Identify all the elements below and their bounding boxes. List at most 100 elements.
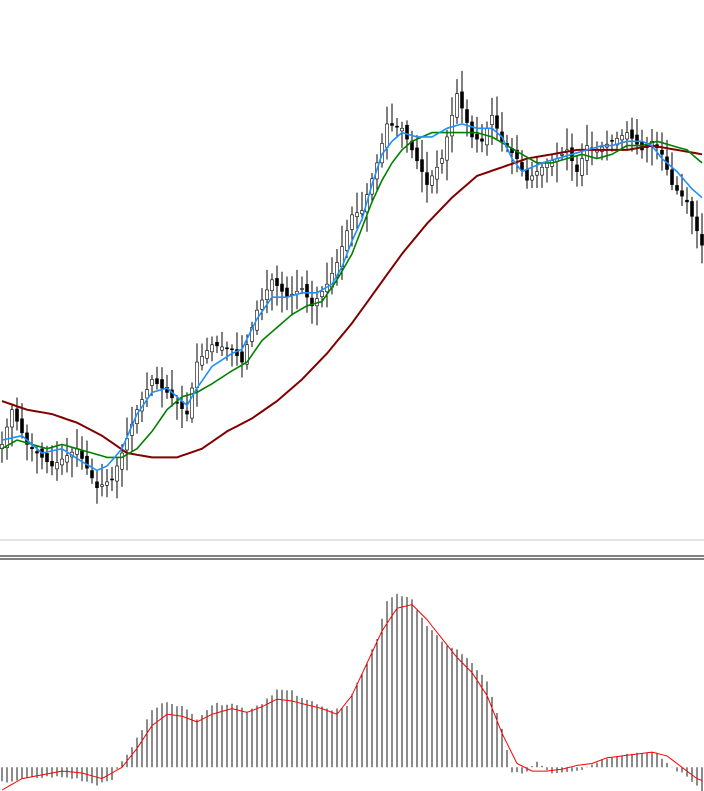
candle — [185, 392, 189, 422]
candle-body — [320, 291, 324, 297]
candle — [145, 372, 149, 407]
candle-body — [425, 172, 429, 185]
candle — [680, 173, 684, 206]
candle-body — [465, 109, 469, 123]
candle — [65, 437, 69, 473]
candle — [390, 103, 394, 132]
candle — [530, 161, 534, 189]
candle-body — [435, 166, 439, 180]
candle — [400, 121, 404, 148]
candle-body — [580, 158, 584, 176]
candle — [405, 120, 409, 153]
candle-body — [310, 297, 314, 307]
candle — [190, 382, 194, 423]
candle-body — [460, 91, 464, 109]
candle-body — [55, 462, 59, 470]
candle — [435, 150, 439, 194]
candle-body — [205, 350, 209, 359]
candle-body — [405, 124, 409, 140]
candle — [120, 444, 124, 487]
candle — [280, 271, 284, 313]
candle-body — [660, 149, 664, 155]
candle-body — [420, 159, 424, 172]
candle-body — [100, 484, 104, 487]
candle-body — [575, 164, 579, 172]
candle-body — [90, 470, 94, 479]
candle — [105, 468, 109, 498]
candle — [10, 404, 14, 447]
candle — [155, 366, 159, 390]
candle — [430, 170, 434, 194]
candle — [540, 162, 544, 188]
candle-body — [350, 214, 354, 230]
candle-body — [95, 481, 99, 488]
candle — [620, 129, 624, 150]
candle — [310, 280, 314, 324]
candle-body — [520, 162, 524, 170]
candle-body — [220, 346, 224, 351]
candle-body — [0, 444, 4, 450]
candle-body — [105, 481, 109, 486]
candle — [475, 116, 479, 153]
candle — [300, 276, 304, 295]
candle-body — [345, 230, 349, 251]
candle-body — [305, 284, 309, 298]
candle-body — [400, 127, 404, 132]
candle — [85, 440, 89, 475]
candle — [455, 79, 459, 124]
candle — [440, 149, 444, 174]
candle-body — [210, 344, 214, 353]
candle — [55, 441, 59, 481]
candle-body — [195, 361, 199, 389]
candle-body — [115, 465, 119, 482]
candle-body — [50, 460, 54, 467]
candle — [415, 135, 419, 170]
candle-body — [515, 149, 519, 159]
candle-body — [675, 185, 679, 191]
candle — [660, 132, 664, 171]
candle — [445, 129, 449, 181]
candle — [240, 335, 244, 378]
candle — [460, 70, 464, 123]
candle — [470, 115, 474, 149]
candle — [205, 337, 209, 364]
candle-body — [275, 278, 279, 286]
candle-body — [475, 133, 479, 140]
candle — [695, 200, 699, 249]
candle-body — [245, 344, 249, 365]
candle-body — [540, 166, 544, 176]
candle-body — [60, 458, 64, 466]
candle — [200, 343, 204, 371]
candle-body — [185, 410, 189, 415]
candle — [685, 187, 689, 214]
candle — [15, 397, 19, 431]
candle-body — [145, 389, 149, 399]
candle — [670, 152, 674, 191]
candle-body — [190, 387, 194, 419]
candle-body — [625, 132, 629, 140]
candle-body — [585, 145, 589, 161]
candle-body — [240, 351, 244, 363]
candle — [95, 470, 99, 504]
candle — [465, 99, 469, 137]
candle — [60, 445, 64, 475]
candle — [160, 367, 164, 408]
candle-body — [610, 140, 614, 142]
candle-body — [700, 234, 704, 246]
candle-body — [680, 190, 684, 197]
candle-body — [150, 379, 154, 386]
candle — [45, 445, 49, 474]
candle-body — [5, 426, 9, 449]
candle-body — [385, 123, 389, 148]
candle-body — [355, 212, 359, 217]
candle-body — [390, 123, 394, 126]
candle-body — [525, 169, 529, 181]
candle — [575, 155, 579, 187]
candle-body — [10, 409, 14, 428]
candle-body — [490, 115, 494, 125]
candle-body — [670, 169, 674, 185]
candle — [610, 134, 614, 152]
